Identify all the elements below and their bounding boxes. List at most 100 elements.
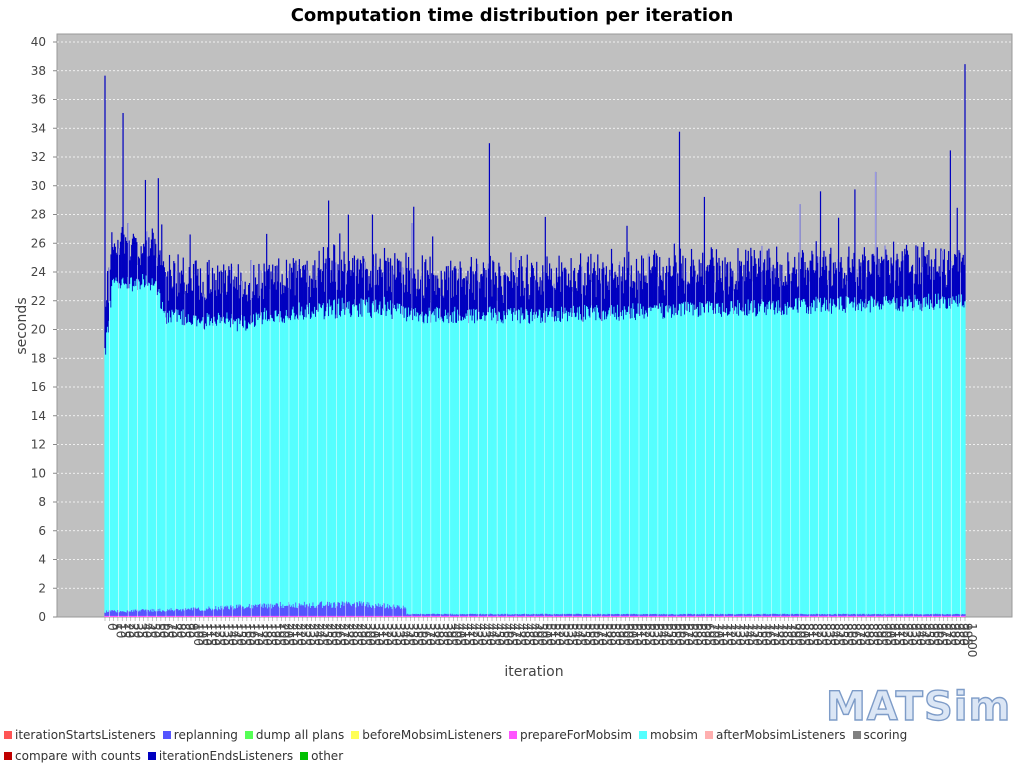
bar-segment-mobsim: [498, 311, 500, 615]
bar-segment-prepareForMobsim: [757, 615, 759, 617]
bar-segment-iterationEndsListeners: [560, 291, 562, 322]
bar-segment-mobsim: [403, 317, 405, 609]
bar-segment-mobsim: [614, 317, 616, 615]
bar-segment-prepareForMobsim: [841, 615, 843, 617]
bar-segment-mobsim: [864, 308, 866, 615]
bar-segment-iterationEndsListeners: [278, 258, 280, 314]
bar-segment-prepareForMobsim: [300, 615, 302, 617]
bar-segment-replanning: [370, 606, 372, 616]
bar-segment-replanning: [790, 614, 792, 616]
bar-segment-replanning: [699, 614, 701, 616]
bar-segment-iterationEndsListeners: [893, 241, 895, 298]
bar-segment-replanning: [664, 614, 666, 616]
bar-segment-mobsim: [613, 306, 615, 615]
bar-segment-replanning: [618, 613, 620, 616]
bar-segment-iterationEndsListeners: [824, 269, 826, 298]
bar-segment-mobsim: [660, 313, 663, 614]
bar-segment-prepareForMobsim: [817, 615, 819, 617]
bar-segment-mobsim: [213, 316, 215, 610]
bar-segment-mobsim: [159, 293, 161, 609]
bar-segment-prepareForMobsim: [158, 615, 160, 617]
bar-segment-mobsim: [810, 313, 812, 615]
bar-segment-replanning: [314, 607, 316, 616]
bar-segment-iterationEndsListeners: [835, 270, 837, 308]
bar-segment-mobsim: [625, 314, 627, 614]
bar-segment-mobsim: [924, 306, 927, 615]
bar-segment-iterationEndsListeners: [379, 258, 381, 302]
bar-segment-mobsim: [321, 308, 323, 602]
bar-segment-mobsim: [186, 322, 189, 610]
bar-segment-replanning: [813, 614, 816, 616]
x-tick-label: 610: [630, 623, 644, 646]
bar-segment-prepareForMobsim: [107, 615, 110, 617]
bar-segment-prepareForMobsim: [947, 615, 949, 617]
bar-segment-iterationEndsListeners: [825, 265, 828, 300]
bar-segment-replanning: [482, 613, 484, 616]
bar-segment-mobsim: [482, 312, 484, 614]
bar-segment-prepareForMobsim: [622, 615, 624, 617]
bar-segment-prepareForMobsim: [137, 615, 140, 617]
bar-segment-mobsim: [662, 318, 664, 615]
bar-segment-replanning: [229, 609, 231, 616]
bar-segment-prepareForMobsim: [958, 615, 960, 617]
bar-segment-replanning: [842, 613, 844, 616]
bar-segment-replanning: [854, 613, 856, 616]
bar-segment-iterationEndsListeners: [782, 282, 785, 315]
bar-segment-prepareForMobsim: [880, 615, 883, 617]
bar-segment-mobsim: [841, 305, 843, 615]
bar-segment-iterationEndsListeners: [555, 289, 557, 317]
x-tick-label: 520: [552, 623, 566, 646]
bar-segment-iterationEndsListeners: [817, 262, 819, 299]
bar-segment-prepareForMobsim: [936, 615, 938, 617]
bar-segment-mobsim: [525, 309, 527, 614]
bar-segment-prepareForMobsim: [162, 615, 165, 617]
bar-segment-replanning: [810, 614, 812, 616]
bar-segment-mobsim: [952, 296, 954, 615]
bar-segment-iterationEndsListeners: [616, 276, 619, 305]
bar-segment-iterationEndsListeners: [383, 247, 386, 297]
bar-segment-prepareForMobsim: [539, 615, 541, 617]
bar-segment-mobsim: [631, 318, 633, 615]
bar-segment-mobsim: [141, 284, 143, 610]
bar-segment-mobsim: [800, 306, 802, 614]
bar-segment-prepareForMobsim: [467, 615, 469, 617]
bar-segment-iterationEndsListeners: [466, 280, 468, 316]
bar-segment-replanning: [592, 614, 595, 616]
bar-segment-iterationEndsListeners: [142, 252, 144, 274]
bar-segment-prepareForMobsim: [867, 615, 869, 617]
x-tick-label: 485: [522, 623, 536, 646]
x-tick-label: 645: [660, 623, 674, 646]
bar-segment-mobsim: [765, 315, 767, 615]
bar-segment-prepareForMobsim: [357, 615, 359, 617]
bar-segment-prepareForMobsim: [526, 615, 528, 617]
legend-label: iterationStartsListeners: [15, 727, 156, 742]
bar-segment-prepareForMobsim: [857, 615, 859, 617]
bar-segment-replanning: [703, 614, 706, 616]
bar-segment-iterationEndsListeners: [946, 284, 948, 309]
bar-segment-replanning: [262, 607, 264, 616]
bar-segment-iterationEndsListeners: [667, 272, 669, 313]
bar-segment-replanning: [826, 613, 828, 616]
bar-segment-replanning: [628, 614, 630, 616]
bar-segment-replanning: [489, 613, 491, 616]
bar-segment-replanning: [464, 614, 466, 616]
bar-segment-replanning: [642, 613, 644, 616]
bar-segment-iterationEndsListeners: [406, 267, 408, 322]
bar-segment-iterationEndsListeners: [613, 278, 615, 307]
x-tick-label: 175: [256, 623, 270, 646]
bar-segment-iterationEndsListeners: [721, 260, 724, 303]
bar-segment-iterationEndsListeners: [464, 294, 466, 319]
bar-segment-prepareForMobsim: [475, 615, 478, 617]
bar-segment-iterationEndsListeners: [410, 268, 412, 311]
bar-segment-iterationEndsListeners: [749, 278, 751, 311]
bar-segment-replanning: [689, 613, 691, 616]
bar-segment-prepareForMobsim: [113, 615, 116, 617]
bar-segment-mobsim: [782, 314, 785, 614]
bar-segment-iterationEndsListeners: [493, 261, 495, 318]
bar-segment-prepareForMobsim: [173, 615, 175, 617]
bar-segment-iterationEndsListeners: [630, 265, 632, 309]
bar-segment-replanning: [144, 609, 147, 616]
bar-segment-prepareForMobsim: [707, 615, 709, 617]
bar-segment-replanning: [850, 614, 852, 616]
bar-segment-replanning: [595, 614, 597, 616]
